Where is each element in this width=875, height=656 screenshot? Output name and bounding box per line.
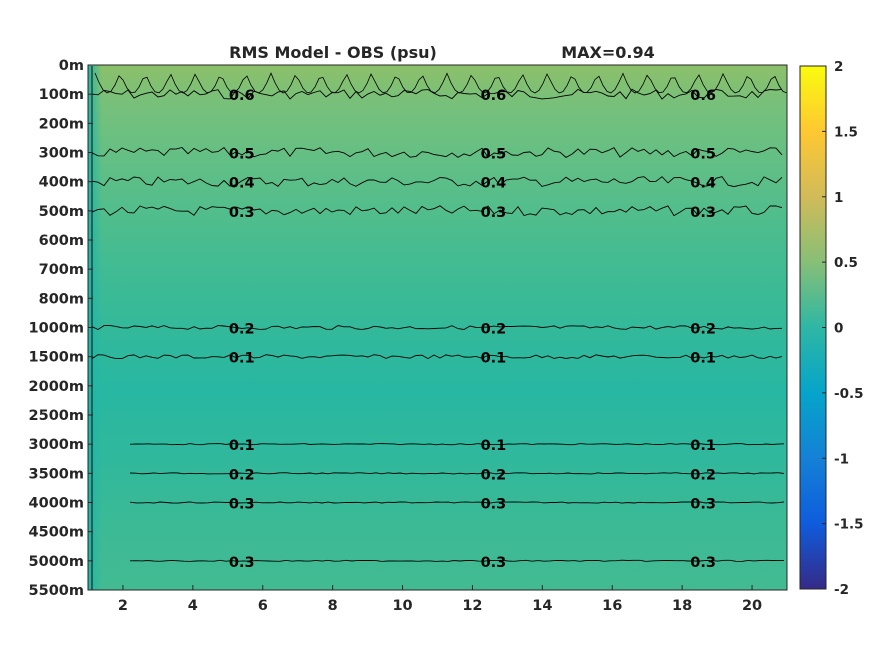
contour-label: 0.1 [690, 351, 716, 367]
colorbar-tick-label: -0.5 [834, 386, 864, 402]
colorbar-ticks: 2 1.5 1 0.5 0 -0.5 -1 -1.5 -2 [822, 59, 864, 598]
x-axis: 2 4 6 8 10 12 14 16 18 20 [118, 585, 762, 614]
y-tick-label: 2000m [29, 379, 84, 395]
contour-label: 0.3 [481, 555, 507, 571]
y-tick-label: 100m [39, 87, 84, 103]
contour-line [91, 146, 783, 158]
contour-line [91, 325, 783, 331]
contour-label: 0.4 [690, 176, 716, 192]
contour-label: 0.6 [229, 88, 255, 104]
surface-contour [94, 72, 787, 94]
contour-line [91, 176, 783, 188]
contour-label: 0.3 [229, 205, 255, 221]
contour-label: 0.4 [481, 176, 507, 192]
contour-label: 0.1 [481, 438, 507, 454]
colorbar: 2 1.5 1 0.5 0 -0.5 -1 -1.5 -2 [799, 59, 864, 598]
y-tick-label: 300m [39, 146, 84, 162]
colorbar-tick-label: 0.5 [834, 255, 858, 271]
contour-line [91, 205, 783, 217]
contour-label: 0.1 [481, 351, 507, 367]
x-tick-label: 10 [392, 598, 412, 614]
x-tick-label: 14 [532, 598, 552, 614]
y-tick-label: 5500m [29, 583, 84, 599]
y-tick-label: 1000m [29, 321, 84, 337]
y-axis: 0m 100m 200m 300m 400m 500m 600m 700m 800m 1000m 1… [29, 58, 93, 599]
y-tick-label: 4500m [29, 525, 84, 541]
contour-label: 0.2 [481, 322, 507, 338]
colorbar-tick-label: -2 [834, 582, 849, 598]
y-tick-label: 4000m [29, 496, 84, 512]
chart-title: RMS Model - OBS (psu) [229, 43, 437, 62]
contour-label: 0.4 [229, 176, 255, 192]
contour-label: 0.2 [229, 322, 255, 338]
contour-label: 0.3 [690, 497, 716, 513]
x-tick-label: 4 [188, 598, 198, 614]
contour-label: 0.3 [229, 497, 255, 513]
max-label: MAX=0.94 [561, 43, 655, 62]
y-tick-label: 2500m [29, 408, 84, 424]
contour-label: 0.3 [481, 497, 507, 513]
y-tick-label: 200m [39, 116, 84, 132]
contour-line [129, 472, 785, 475]
colorbar-tick-label: -1 [834, 451, 849, 467]
y-tick-label: 5000m [29, 554, 84, 570]
contour-label: 0.5 [229, 147, 255, 163]
x-tick-label: 2 [118, 598, 128, 614]
y-tick-label: 3500m [29, 466, 84, 482]
contour-line [91, 88, 783, 100]
contour-label: 0.1 [229, 351, 255, 367]
colorbar-tick-label: 0 [834, 321, 843, 337]
x-tick-label: 16 [602, 598, 622, 614]
contour-label: 0.6 [690, 88, 716, 104]
y-tick-label: 3000m [29, 437, 84, 453]
x-tick-label: 18 [672, 598, 692, 614]
contour-label: 0.2 [229, 467, 255, 483]
colorbar-tick-label: -1.5 [834, 517, 864, 533]
y-tick-label: 600m [39, 233, 84, 249]
x-tick-label: 12 [462, 598, 482, 614]
colorbar-tick-label: 2 [834, 59, 843, 75]
x-tick-label: 6 [258, 598, 268, 614]
heatmap-left-edge [88, 65, 102, 590]
x-tick-label: 8 [328, 598, 338, 614]
contour-label: 0.3 [229, 555, 255, 571]
contour-labels: 0.6 0.6 0.6 0.5 0.5 0.5 0.4 0.4 0.4 0.3 0.3 0.3 0.2 0… [229, 88, 716, 571]
plot-area: 0.6 0.6 0.6 0.5 0.5 0.5 0.4 0.4 0.4 0.3 0.3 0.3 0.2 0… [87, 64, 788, 591]
contour-label: 0.3 [481, 205, 507, 221]
contour-line [129, 443, 785, 446]
contour-label: 0.1 [690, 438, 716, 454]
y-tick-label: 500m [39, 204, 84, 220]
y-tick-label: 1500m [29, 350, 84, 366]
contour-label: 0.3 [690, 555, 716, 571]
contour-label: 0.2 [690, 322, 716, 338]
x-tick-label: 20 [742, 598, 762, 614]
contour-label: 0.2 [481, 467, 507, 483]
contour-line [129, 501, 785, 504]
contour-label: 0.3 [690, 205, 716, 221]
contour-label: 0.2 [690, 467, 716, 483]
contour-label: 0.1 [229, 438, 255, 454]
colorbar-tick-label: 1.5 [834, 124, 858, 140]
y-tick-label: 0m [59, 58, 84, 74]
contour-label: 0.6 [481, 88, 507, 104]
y-tick-label: 800m [39, 291, 84, 307]
contour-label: 0.5 [690, 147, 716, 163]
y-tick-label: 400m [39, 175, 84, 191]
contour-line [129, 559, 784, 562]
y-tick-label: 700m [39, 262, 84, 278]
colorbar-tick-label: 1 [834, 190, 843, 206]
contour-label: 0.5 [481, 147, 507, 163]
contour-line [91, 354, 783, 360]
